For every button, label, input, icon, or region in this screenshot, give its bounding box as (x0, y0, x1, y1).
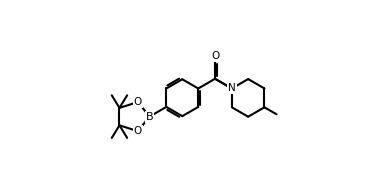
Text: O: O (134, 126, 142, 136)
Text: O: O (134, 97, 142, 107)
Text: B: B (146, 112, 153, 122)
Text: N: N (228, 83, 236, 93)
Text: O: O (211, 51, 219, 61)
